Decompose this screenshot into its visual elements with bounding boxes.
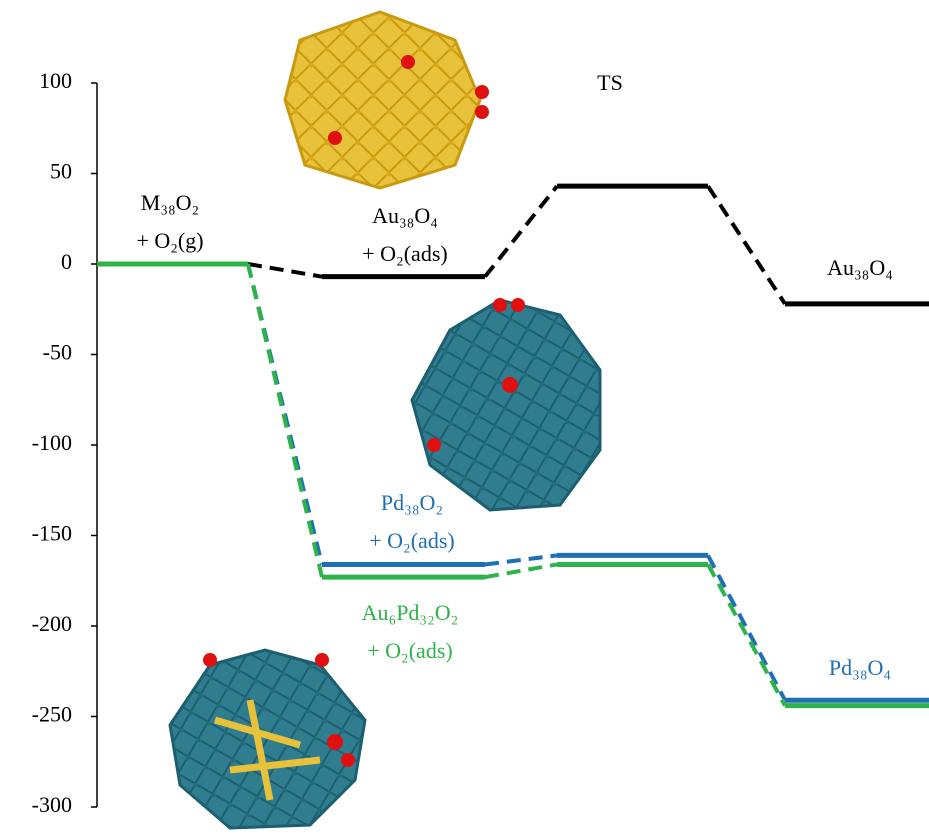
connector bbox=[484, 553, 558, 567]
y-tick-label: -100 bbox=[32, 430, 72, 455]
aupd-cluster bbox=[168, 648, 367, 830]
connector bbox=[484, 562, 558, 580]
y-tick-label: 0 bbox=[61, 249, 72, 274]
connector bbox=[246, 263, 324, 578]
y-tick-label: -50 bbox=[43, 340, 72, 365]
y-tick-label: -250 bbox=[32, 702, 72, 727]
gold-cluster bbox=[283, 10, 489, 190]
connector bbox=[706, 185, 787, 305]
annotation: + O₂(ads) bbox=[362, 241, 447, 266]
annotation: M₃₈O₂ bbox=[141, 190, 199, 215]
annotation: + O₂(ads) bbox=[367, 638, 452, 663]
y-tick-label: 100 bbox=[39, 68, 72, 93]
annotation: TS bbox=[597, 70, 623, 95]
annotation: + O₂(ads) bbox=[369, 528, 454, 553]
pd-cluster bbox=[410, 298, 602, 512]
annotation: Au₃₈O₄ bbox=[372, 203, 438, 228]
annotation: Pd₃₈O₂ bbox=[381, 490, 443, 515]
annotation: + O₂(g) bbox=[136, 228, 203, 253]
y-tick-label: -150 bbox=[32, 521, 72, 546]
connector bbox=[483, 184, 559, 278]
y-tick-label: -200 bbox=[32, 611, 72, 636]
connector bbox=[706, 554, 787, 702]
annotation: Au₆Pd₃₂O₂ bbox=[362, 600, 459, 625]
connector bbox=[247, 262, 323, 279]
y-tick-label: 50 bbox=[50, 159, 72, 184]
y-tick-label: -300 bbox=[32, 792, 72, 817]
annotation: Pd₃₈O₄ bbox=[829, 655, 891, 680]
annotation: Au₃₈O₄ bbox=[827, 255, 893, 280]
connector bbox=[706, 563, 787, 707]
